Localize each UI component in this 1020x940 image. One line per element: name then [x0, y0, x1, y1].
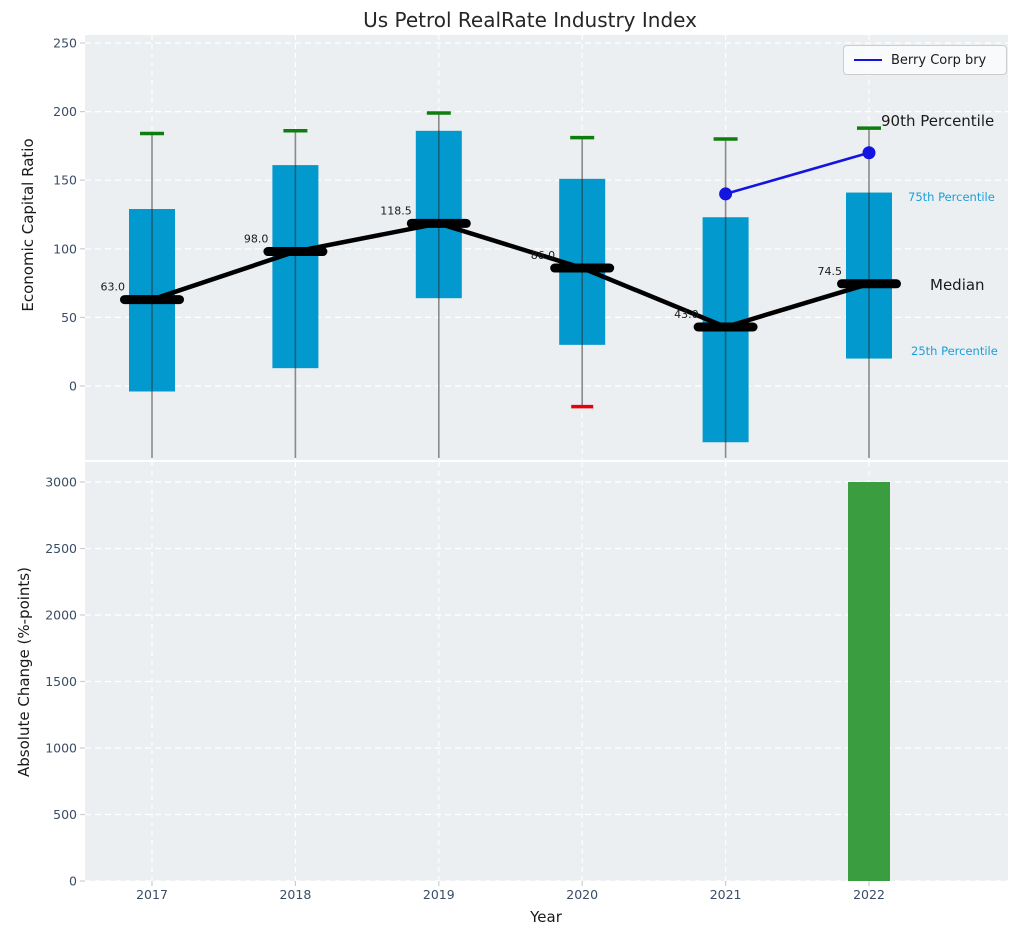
bottom-ytick-label: 1000 [45, 741, 77, 756]
xtick-label-2022: 2022 [853, 887, 885, 902]
xtick-label-2019: 2019 [423, 887, 455, 902]
bottom-ytick-label: 3000 [45, 475, 77, 490]
bottom-ytick-label: 2000 [45, 608, 77, 623]
legend-line-sample [854, 59, 882, 61]
median-bar-2021 [693, 322, 758, 332]
median-label-2020: 86.0 [531, 249, 556, 262]
bottom-ytick-label: 2500 [45, 541, 77, 556]
xtick-label-2018: 2018 [279, 887, 311, 902]
median-label-2021: 43.0 [674, 308, 699, 321]
top-ytick-label: 200 [53, 104, 77, 119]
median-bar-2017 [120, 295, 184, 305]
berry-line [725, 151, 870, 196]
bottom-ytick-label: 0 [69, 874, 77, 889]
median-bar-2019 [406, 218, 471, 228]
top-ytick-label: 100 [53, 241, 77, 256]
x-axis-label: Year [530, 908, 562, 926]
annotation-90th-percentile: 90th Percentile [881, 112, 995, 130]
xtick-label-2020: 2020 [566, 887, 598, 902]
top-y-axis-label: Economic Capital Ratio [19, 138, 37, 312]
median-bar-2018 [263, 247, 328, 257]
median-label-2022: 74.5 [818, 265, 843, 278]
bar-2022 [848, 482, 890, 881]
legend-label: Berry Corp bry [891, 52, 987, 68]
top-ytick-label: 0 [69, 379, 77, 394]
berry-point-2021 [719, 187, 733, 201]
annotation-75th-percentile: 75th Percentile [908, 190, 995, 204]
median-label-2019: 118.5 [380, 204, 412, 217]
berry-point-2022 [862, 146, 876, 160]
median-label-2018: 98.0 [244, 233, 269, 246]
median-label-2017: 63.0 [101, 281, 126, 294]
annotation-median: Median [930, 276, 985, 294]
median-bar-2020 [550, 263, 615, 273]
top-ytick-label: 150 [53, 173, 77, 188]
chart-title: Us Petrol RealRate Industry Index [363, 8, 697, 32]
top-ytick-label: 50 [61, 310, 77, 325]
top-ytick-label: 250 [53, 36, 77, 51]
legend: Berry Corp bry [843, 45, 1007, 75]
bottom-y-axis-label: Absolute Change (%-points) [15, 567, 33, 777]
xtick-label-2017: 2017 [136, 887, 168, 902]
xtick-label-2021: 2021 [710, 887, 742, 902]
median-trend-line [151, 221, 870, 330]
annotation-25th-percentile: 25th Percentile [911, 344, 998, 358]
bottom-ytick-label: 1500 [45, 674, 77, 689]
bottom-ytick-label: 500 [53, 807, 77, 822]
median-bar-2022 [837, 279, 901, 289]
